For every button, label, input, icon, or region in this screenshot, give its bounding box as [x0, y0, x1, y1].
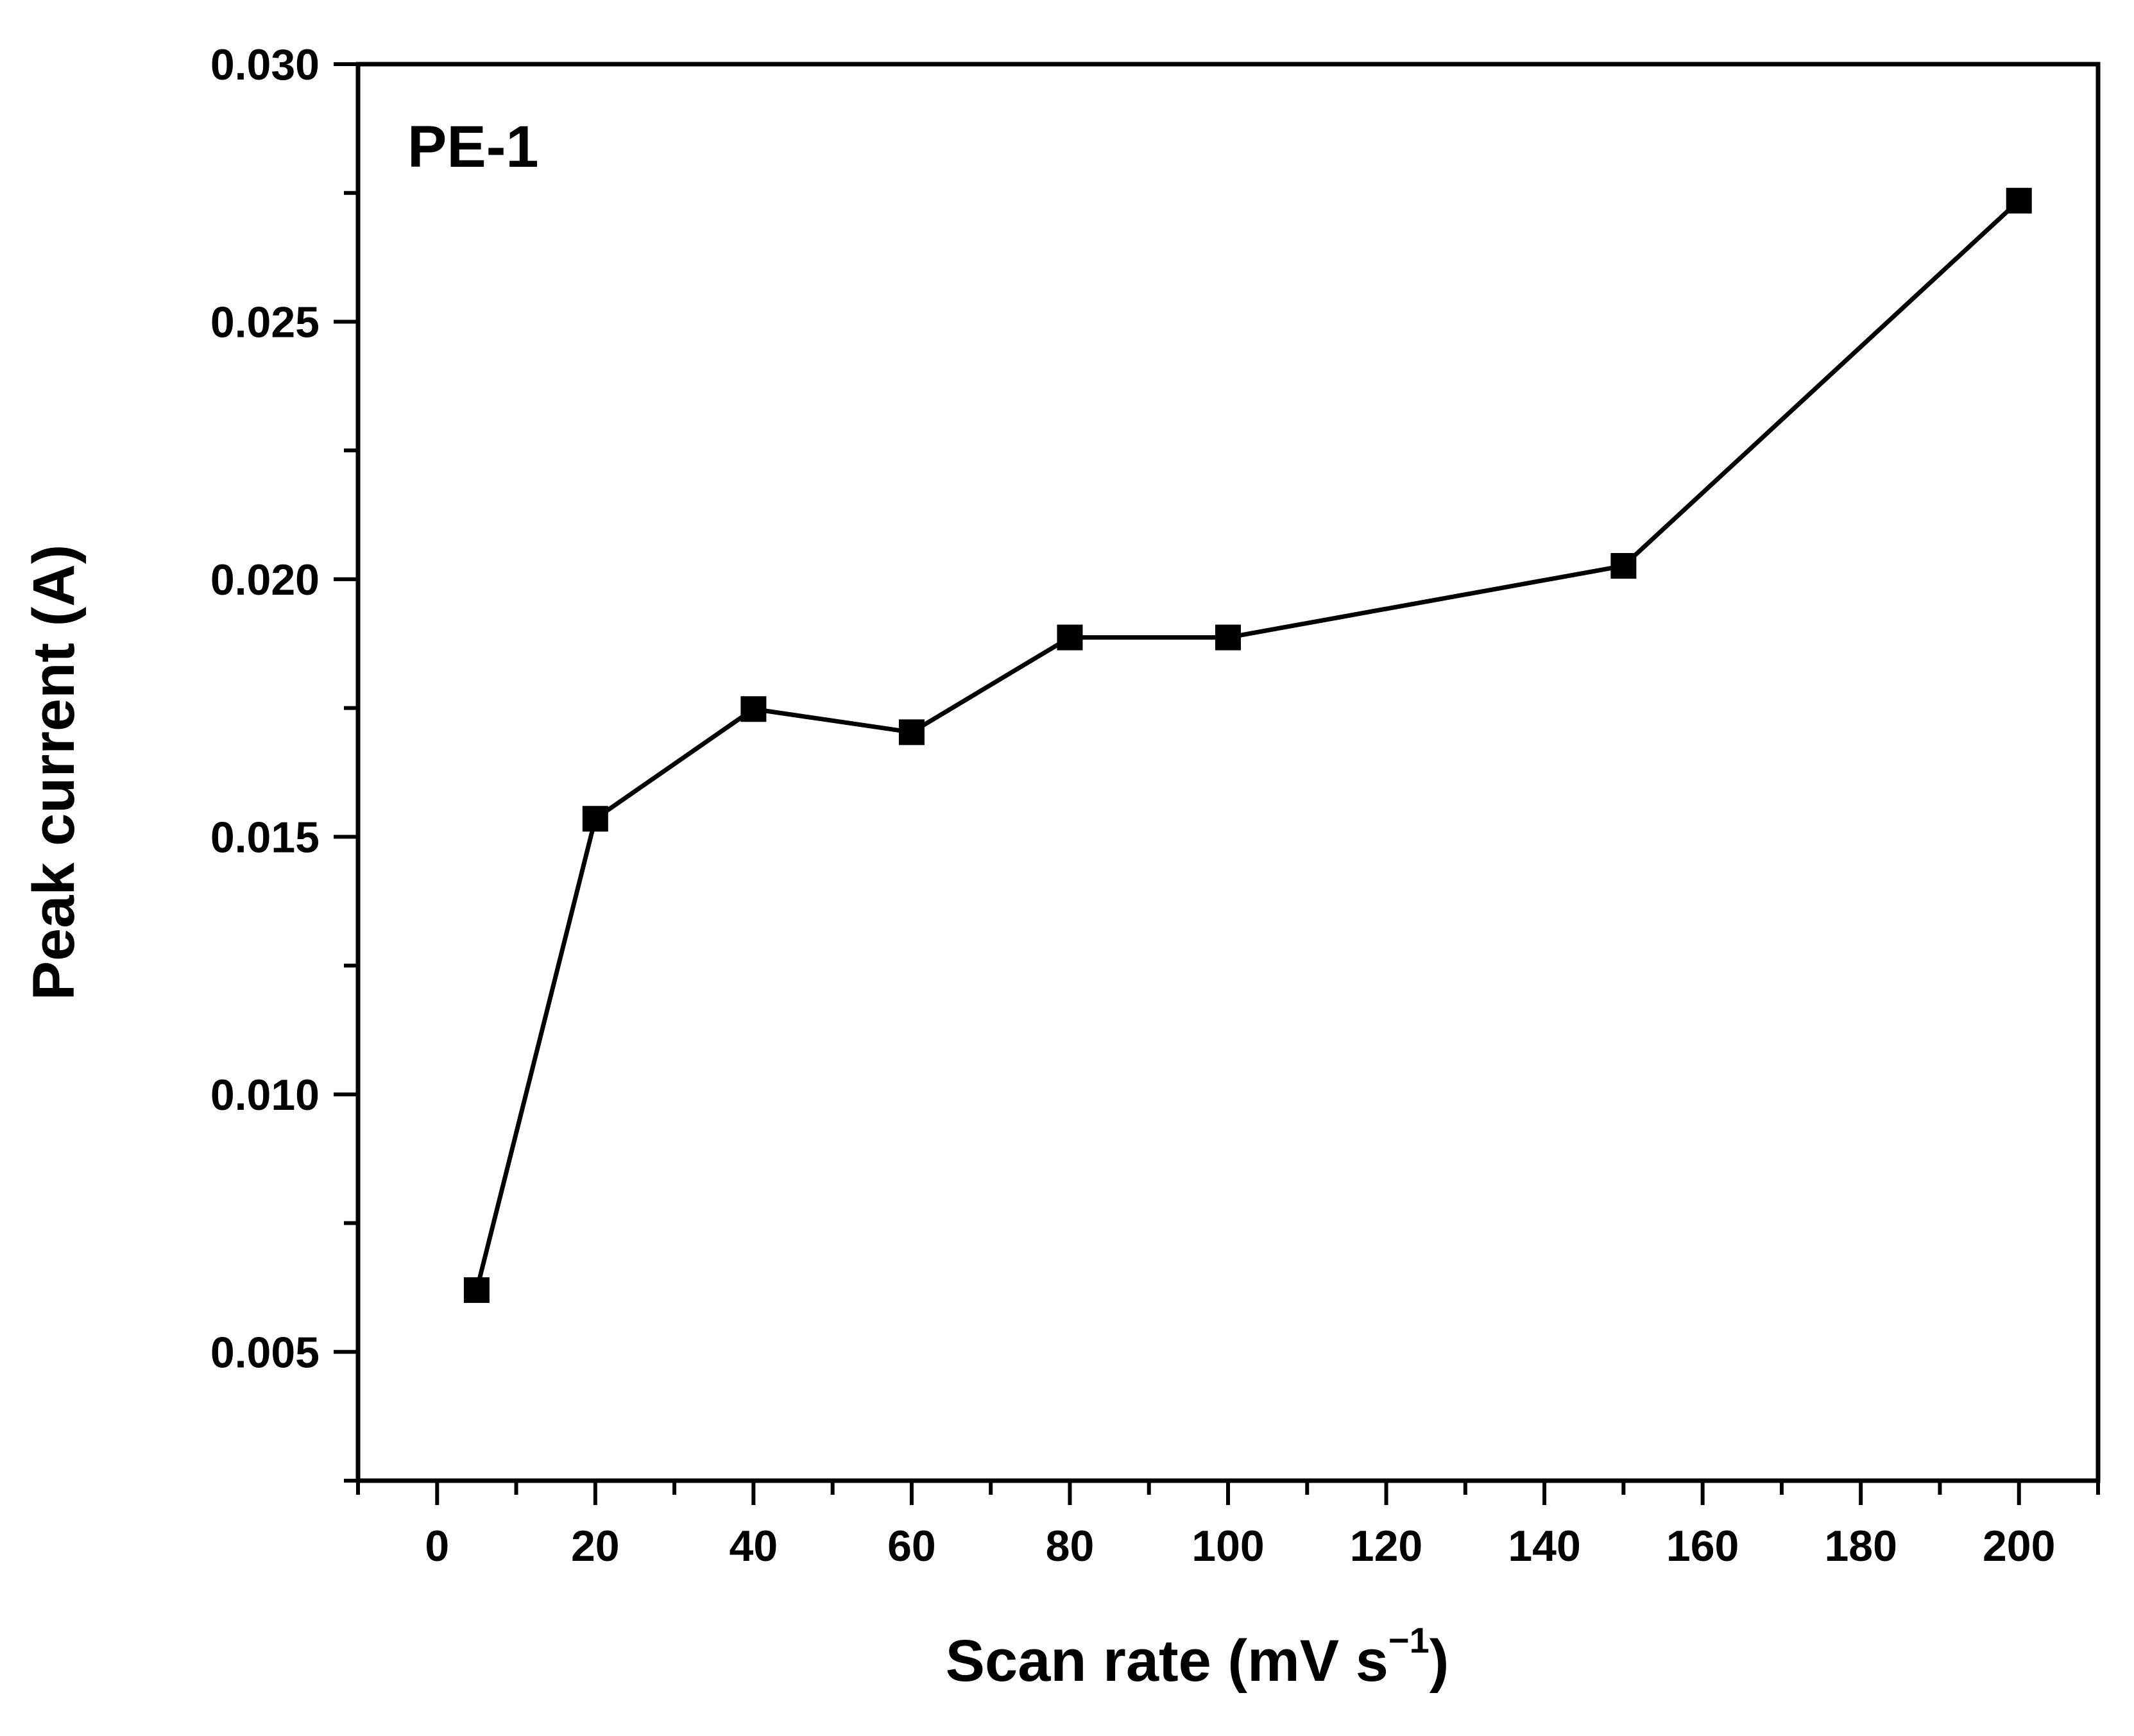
y-tick-label: 0.005 [210, 1328, 320, 1377]
data-point-marker [2006, 187, 2032, 214]
x-tick-label: 40 [730, 1522, 778, 1570]
series-layer [463, 187, 2032, 1303]
x-tick-label: 200 [1983, 1522, 2055, 1570]
y-tick-label: 0.010 [210, 1071, 320, 1119]
x-tick-label: 140 [1508, 1522, 1580, 1570]
x-axis-tick-labels: 0 20 40 60 80 100 120 140 160 180 200 [425, 1522, 2055, 1570]
x-tick-label: 20 [571, 1522, 620, 1570]
x-tick-label: 160 [1666, 1522, 1739, 1570]
x-tick-label: 120 [1350, 1522, 1422, 1570]
y-axis-ticks [334, 62, 358, 1483]
data-point-marker [582, 806, 608, 832]
panel-label: PE-1 [407, 114, 539, 180]
y-axis-title: Peak current (A) [21, 545, 87, 1001]
data-point-marker [898, 719, 925, 745]
y-axis-tick-labels: 0.005 0.010 0.015 0.020 0.025 0.030 [210, 40, 320, 1377]
y-tick-label: 0.020 [210, 556, 320, 604]
x-axis-title: Scan rate (mV s−1) [946, 1620, 1449, 1694]
y-tick-label: 0.025 [210, 298, 320, 346]
x-axis-title-superscript: −1 [1388, 1620, 1430, 1660]
plot-frame [355, 62, 2101, 1483]
x-tick-label: 0 [425, 1522, 449, 1570]
data-point-marker [1215, 624, 1241, 651]
x-tick-label: 80 [1046, 1522, 1095, 1570]
x-tick-label: 180 [1824, 1522, 1897, 1570]
x-tick-label: 60 [887, 1522, 936, 1570]
x-axis-ticks [356, 1481, 2100, 1505]
series-line [474, 199, 2021, 1291]
data-point-marker [740, 696, 767, 722]
data-point-marker [463, 1277, 490, 1303]
y-tick-label: 0.030 [210, 40, 320, 89]
data-point-marker [1610, 553, 1637, 579]
x-axis-title-main: Scan rate (mV s [946, 1628, 1388, 1694]
data-point-marker [1057, 624, 1083, 651]
y-tick-label: 0.015 [210, 813, 320, 862]
x-tick-label: 100 [1191, 1522, 1264, 1570]
x-axis-title-close: ) [1430, 1628, 1449, 1694]
